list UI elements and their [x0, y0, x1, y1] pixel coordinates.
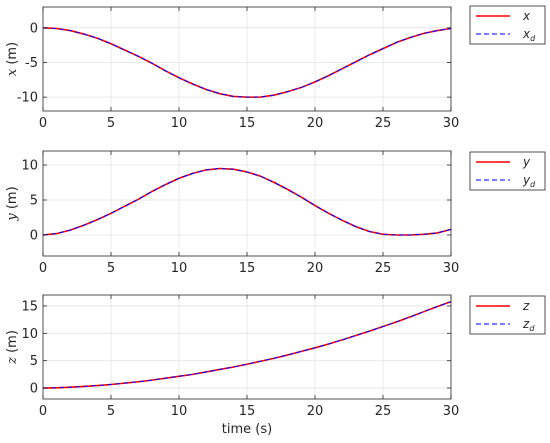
- x-tick-label: 30: [443, 404, 460, 419]
- legend-entry: zd: [522, 317, 535, 333]
- x-tick-label: 10: [171, 261, 188, 276]
- legend-entry: yd: [522, 173, 536, 189]
- y-axis-label: z (m): [5, 330, 20, 365]
- legend-entry: x: [522, 9, 531, 23]
- x-tick-label: 15: [239, 261, 256, 276]
- legend-entry: xd: [522, 27, 536, 43]
- y-tick-label: 0: [30, 21, 38, 36]
- subplot-1: 0 5 10 15 20 25 30 0 -5 -10 x (m) x xd: [5, 5, 546, 131]
- legend: x xd: [469, 5, 546, 45]
- x-tick-label: 25: [375, 261, 392, 276]
- x-tick-label: 5: [107, 261, 115, 276]
- x-tick-label: 20: [307, 404, 324, 419]
- x-tick-label: 0: [39, 261, 47, 276]
- x-tick-label: 30: [443, 261, 460, 276]
- x-tick-label: 15: [239, 116, 256, 131]
- x-tick-label: 25: [375, 404, 392, 419]
- y-tick-label: 5: [30, 194, 38, 209]
- y-tick-label: 0: [30, 382, 38, 397]
- series-line-2: [42, 27, 452, 98]
- x-tick-label: 10: [171, 404, 188, 419]
- y-tick-label: 0: [30, 229, 38, 244]
- x-tick-label: 20: [307, 116, 324, 131]
- x-tick-label: 10: [171, 116, 188, 131]
- x-tick-label: 25: [375, 116, 392, 131]
- x-tick-label: 30: [443, 116, 460, 131]
- y-tick-label: 10: [21, 159, 38, 174]
- x-tick-label: 5: [107, 404, 115, 419]
- x-axis-label: time (s): [222, 422, 272, 437]
- subplot-3: 0 5 10 15 20 25 30 0 5 10 15 z (m) time (s) z zd: [5, 294, 546, 437]
- y-tick-label: 15: [21, 299, 38, 314]
- x-tick-label: 5: [107, 116, 115, 131]
- y-tick-label: -10: [17, 91, 38, 106]
- x-tick-label: 20: [307, 261, 324, 276]
- legend-entry: y: [522, 155, 531, 169]
- legend: y yd: [469, 151, 546, 191]
- legend-entry: z: [522, 299, 530, 313]
- x-tick-label: 0: [39, 116, 47, 131]
- legend-frame: [469, 295, 546, 335]
- y-tick-label: 10: [21, 327, 38, 342]
- legend-frame: [469, 5, 546, 45]
- y-tick-label: -5: [25, 56, 38, 71]
- x-tick-label: 0: [39, 404, 47, 419]
- series-line-2: [42, 301, 452, 389]
- y-axis-label: y (m): [5, 186, 20, 221]
- legend: z zd: [469, 295, 546, 335]
- y-tick-label: 5: [30, 354, 38, 369]
- series-line-2: [42, 167, 452, 236]
- y-axis-label: x (m): [5, 42, 20, 76]
- legend-frame: [469, 151, 546, 191]
- x-tick-label: 15: [239, 404, 256, 419]
